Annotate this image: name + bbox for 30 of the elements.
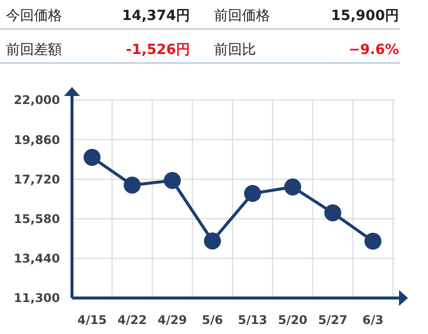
y-tick-label: 13,440 <box>14 252 60 266</box>
x-tick-label: 5/20 <box>278 313 308 327</box>
text: 今回価格 <box>6 8 62 24</box>
text: −9.6% <box>348 42 399 58</box>
text: 前回比 <box>214 42 256 58</box>
x-tick-label: 6/3 <box>362 313 384 327</box>
point <box>284 178 302 196</box>
point <box>204 232 221 250</box>
text: 15,900円 <box>330 8 399 24</box>
point <box>124 176 141 194</box>
y-tick-label: 15,580 <box>14 212 60 226</box>
x-tick-label: 5/13 <box>238 313 268 327</box>
y-tick-label: 22,000 <box>14 93 60 108</box>
point <box>364 232 382 250</box>
y-tick-label: 11,300 <box>14 291 60 306</box>
y-tick-label: 19,860 <box>14 132 60 147</box>
x-tick-label: 4/15 <box>77 313 107 327</box>
text: 前回差額 <box>6 42 62 58</box>
point <box>244 184 262 202</box>
text: -1,526円 <box>126 42 190 58</box>
y-tick-label: 17,720 <box>14 172 60 186</box>
text: 14,374円 <box>122 8 190 24</box>
x-tick-label: 5/27 <box>318 313 348 327</box>
point <box>164 172 181 189</box>
x-tick-label: 4/22 <box>117 313 147 327</box>
x-tick-label: 5/6 <box>202 313 223 327</box>
x-tick-label: 4/29 <box>158 313 188 327</box>
text: 前回価格 <box>214 8 270 24</box>
point <box>84 148 101 166</box>
point <box>324 204 342 222</box>
